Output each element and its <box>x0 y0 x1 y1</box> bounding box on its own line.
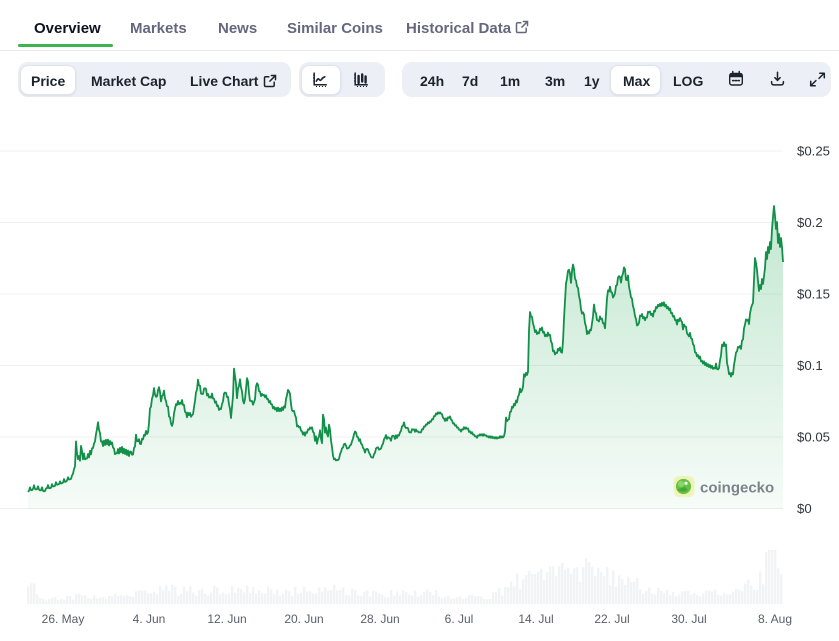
svg-text:$0.25: $0.25 <box>797 144 830 159</box>
svg-text:$0.05: $0.05 <box>797 430 830 445</box>
svg-text:6. Jul: 6. Jul <box>445 612 474 626</box>
svg-text:28. Jun: 28. Jun <box>360 612 399 626</box>
svg-text:4. Jun: 4. Jun <box>133 612 166 626</box>
svg-text:$0.1: $0.1 <box>797 358 823 373</box>
svg-text:$0.15: $0.15 <box>797 287 830 302</box>
svg-text:$0: $0 <box>797 501 812 516</box>
svg-text:8. Aug: 8. Aug <box>758 612 792 626</box>
svg-text:12. Jun: 12. Jun <box>207 612 246 626</box>
svg-text:22. Jul: 22. Jul <box>594 612 629 626</box>
svg-text:26. May: 26. May <box>42 612 85 626</box>
svg-text:14. Jul: 14. Jul <box>518 612 553 626</box>
svg-text:30. Jul: 30. Jul <box>671 612 706 626</box>
svg-text:coingecko: coingecko <box>700 480 774 497</box>
svg-text:20. Jun: 20. Jun <box>284 612 323 626</box>
svg-text:$0.2: $0.2 <box>797 215 823 230</box>
